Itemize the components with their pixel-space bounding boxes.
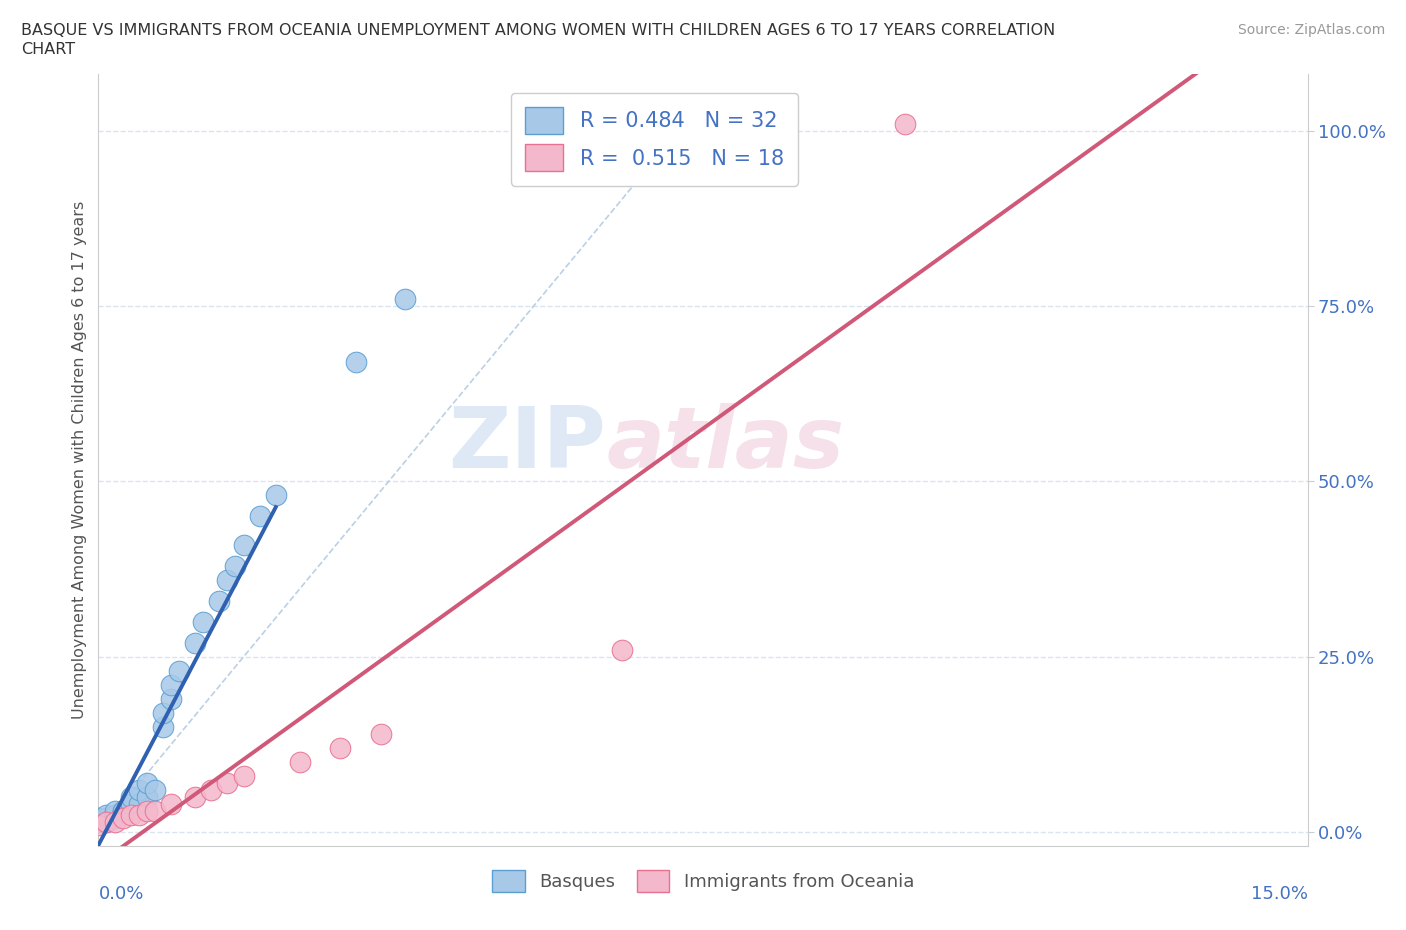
Point: [612, 643, 634, 658]
Point: [160, 797, 183, 812]
Point: [217, 572, 239, 587]
Point: [111, 811, 134, 826]
Point: [87, 815, 110, 830]
Point: [120, 807, 142, 822]
Text: Source: ZipAtlas.com: Source: ZipAtlas.com: [1237, 23, 1385, 37]
Point: [264, 488, 287, 503]
Point: [143, 804, 166, 818]
Point: [128, 783, 150, 798]
Text: atlas: atlas: [606, 404, 845, 486]
Text: 0.0%: 0.0%: [98, 885, 143, 903]
Text: CHART: CHART: [21, 42, 75, 57]
Point: [87, 811, 110, 826]
Point: [394, 291, 416, 306]
Point: [96, 815, 118, 830]
Point: [288, 754, 311, 769]
Point: [103, 804, 125, 818]
Point: [193, 615, 215, 630]
Point: [135, 790, 157, 804]
Point: [370, 726, 392, 741]
Point: [103, 811, 125, 826]
Point: [184, 790, 207, 804]
Text: ZIP: ZIP: [449, 404, 606, 486]
Point: [184, 635, 207, 650]
Text: BASQUE VS IMMIGRANTS FROM OCEANIA UNEMPLOYMENT AMONG WOMEN WITH CHILDREN AGES 6 : BASQUE VS IMMIGRANTS FROM OCEANIA UNEMPL…: [21, 23, 1056, 38]
Point: [96, 811, 118, 826]
Point: [143, 783, 166, 798]
Point: [152, 706, 174, 721]
Point: [160, 692, 183, 707]
Point: [120, 797, 142, 812]
Point: [128, 807, 150, 822]
Point: [893, 116, 915, 131]
Y-axis label: Unemployment Among Women with Children Ages 6 to 17 years: Unemployment Among Women with Children A…: [72, 201, 87, 720]
Point: [232, 538, 254, 552]
Point: [103, 815, 125, 830]
Point: [217, 776, 239, 790]
Point: [87, 817, 110, 832]
Point: [111, 804, 134, 818]
Point: [249, 509, 271, 524]
Point: [128, 797, 150, 812]
Point: [103, 807, 125, 822]
Point: [167, 663, 190, 678]
Point: [135, 804, 157, 818]
Point: [224, 558, 246, 573]
Point: [160, 677, 183, 692]
Point: [208, 593, 231, 608]
Text: 15.0%: 15.0%: [1250, 885, 1308, 903]
Point: [232, 769, 254, 784]
Point: [96, 815, 118, 830]
Point: [96, 807, 118, 822]
Point: [329, 740, 352, 755]
Legend: Basques, Immigrants from Oceania: Basques, Immigrants from Oceania: [485, 862, 921, 899]
Point: [152, 720, 174, 735]
Point: [111, 804, 134, 818]
Point: [200, 783, 222, 798]
Point: [135, 776, 157, 790]
Point: [344, 354, 367, 369]
Point: [120, 790, 142, 804]
